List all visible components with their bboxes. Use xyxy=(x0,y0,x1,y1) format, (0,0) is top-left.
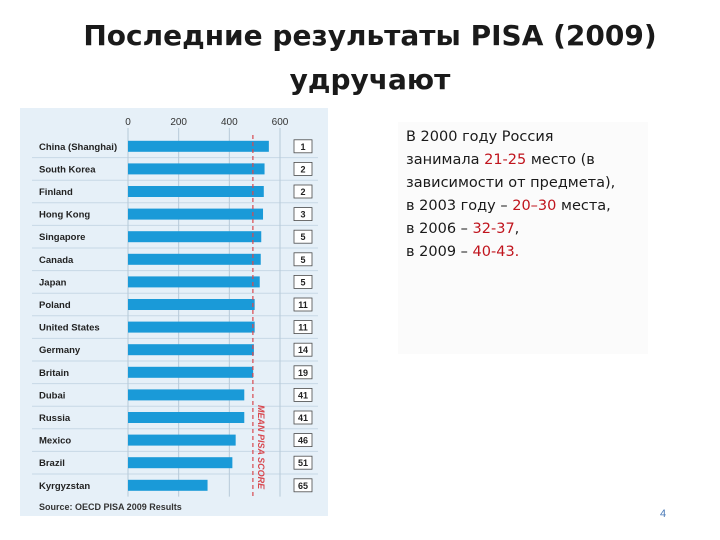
rank-box xyxy=(293,207,313,221)
x-tick-label: 0 xyxy=(125,117,131,128)
chart-source: Source: OECD PISA 2009 Results xyxy=(39,502,182,512)
rank-box xyxy=(293,252,313,267)
text-line-1: В 2000 году Россия xyxy=(406,129,554,145)
slide-title: Последние результаты PISA (2009) удручаю… xyxy=(60,14,680,102)
bar xyxy=(128,412,245,423)
rank-box xyxy=(293,387,313,402)
x-tick-label: 400 xyxy=(221,117,238,128)
category-label: Dubai xyxy=(39,390,65,401)
bar xyxy=(128,208,264,220)
rank-box xyxy=(293,297,313,312)
rank-box xyxy=(293,455,313,470)
title-line-2: удручают xyxy=(289,63,451,96)
highlight-2009: 40-43. xyxy=(472,244,520,260)
bar xyxy=(128,186,264,197)
rank-box xyxy=(293,139,313,154)
rank-box xyxy=(293,184,313,199)
category-label: Britain xyxy=(39,368,69,379)
rank-label: 41 xyxy=(298,413,308,423)
highlight-2006: 32-37 xyxy=(472,221,515,237)
rank-label: 5 xyxy=(300,232,305,242)
rank-label: 41 xyxy=(298,390,308,400)
rank-label: 2 xyxy=(300,164,305,174)
bar xyxy=(128,276,260,288)
category-label: Japan xyxy=(39,277,67,288)
bar xyxy=(128,253,261,265)
rank-label: 1 xyxy=(300,142,305,152)
x-tick-label: 600 xyxy=(272,117,289,128)
rank-label: 19 xyxy=(298,368,308,378)
category-label: China (Shanghai) xyxy=(39,142,117,153)
category-label: Hong Kong xyxy=(39,210,90,221)
category-label: United States xyxy=(39,323,100,334)
text-line-4: в 2003 году – 20–30 места, xyxy=(406,198,611,214)
rank-box xyxy=(293,342,313,357)
bar xyxy=(128,231,262,243)
rank-box xyxy=(293,410,313,425)
text-line-5: в 2006 – 32-37, xyxy=(406,221,520,237)
category-label: South Korea xyxy=(39,164,96,175)
rank-box xyxy=(293,320,313,335)
text-line-3: зависимости от предмета), xyxy=(406,175,616,191)
category-label: Finland xyxy=(39,187,73,198)
text-box: В 2000 году Россия занимала 21-25 место … xyxy=(398,122,648,354)
category-label: Germany xyxy=(39,345,81,356)
page-number: 4 xyxy=(660,508,667,520)
bar xyxy=(128,457,233,469)
rank-label: 65 xyxy=(298,481,308,491)
x-tick-label: 200 xyxy=(170,117,187,128)
rank-label: 46 xyxy=(298,436,308,446)
rank-box xyxy=(293,229,313,244)
text-line-2: занимала 21-25 место (в xyxy=(406,152,595,168)
rank-box xyxy=(293,478,313,493)
bar xyxy=(128,434,236,446)
rank-box xyxy=(293,274,313,289)
bar xyxy=(128,299,255,310)
rank-box xyxy=(293,365,313,380)
rank-label: 11 xyxy=(298,323,308,333)
bar xyxy=(128,366,254,378)
rank-label: 11 xyxy=(298,300,308,310)
rank-label: 3 xyxy=(300,210,305,220)
bar xyxy=(128,321,255,333)
category-label: Brazil xyxy=(39,458,65,469)
highlight-2000: 21-25 xyxy=(484,152,527,168)
highlight-2003: 20–30 xyxy=(512,198,557,214)
rank-box xyxy=(293,433,313,448)
rank-label: 2 xyxy=(300,187,305,197)
title-line-1: Последние результаты PISA (2009) xyxy=(83,19,657,52)
rank-label: 14 xyxy=(298,345,308,355)
category-label: Mexico xyxy=(39,436,71,447)
category-label: Poland xyxy=(39,300,71,311)
pisa-bar-chart: 0 200 400 600 China (Shanghai) 1 South Korea 2 F… xyxy=(32,117,318,512)
rank-label: 5 xyxy=(300,277,305,287)
category-label: Kyrgyzstan xyxy=(39,481,90,492)
mean-label: MEAN PISA SCORE xyxy=(256,405,266,490)
rank-label: 5 xyxy=(300,255,305,265)
bar xyxy=(128,389,245,401)
rank-box xyxy=(293,162,313,176)
rank-label: 51 xyxy=(298,458,308,468)
bar xyxy=(128,140,269,152)
bar xyxy=(128,344,254,356)
chart-panel: 0 200 400 600 China (Shanghai) 1 South Korea 2 F… xyxy=(20,108,328,516)
bar xyxy=(128,479,208,491)
bar xyxy=(128,163,265,175)
category-label: Canada xyxy=(39,255,74,266)
text-line-6: в 2009 – 40-43. xyxy=(406,244,520,260)
category-label: Singapore xyxy=(39,232,85,243)
category-label: Russia xyxy=(39,413,71,424)
